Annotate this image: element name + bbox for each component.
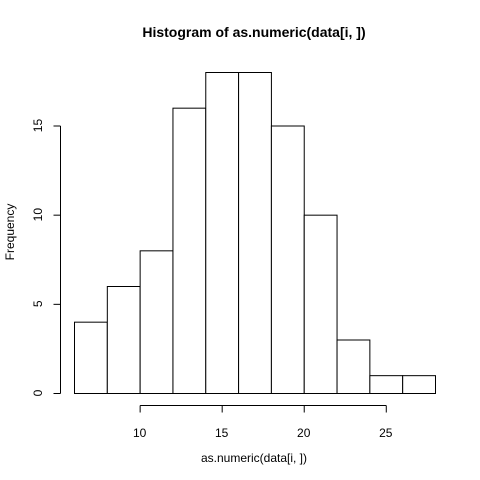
histogram-bar-3 [172,107,207,395]
histogram-bar-1 [106,286,141,394]
x-tick-label-15: 15 [215,426,229,440]
x-tick-label-10: 10 [133,426,147,440]
histogram-bar-8 [336,339,371,394]
bars-group [74,72,437,395]
x-axis: 10 15 20 25 [133,405,393,440]
y-axis: 0 5 10 15 [31,119,61,396]
histogram-bar-9 [369,375,404,394]
x-tick-label-25: 25 [379,426,393,440]
y-axis-label: Frequency [3,204,17,261]
histogram-bar-7 [303,214,338,394]
y-tick-label-10: 10 [31,208,45,222]
histogram-bar-5 [238,72,272,394]
x-axis-label: as.numeric(data[i, ]) [201,451,307,465]
histogram-bar-0 [74,321,108,394]
histogram-bar-6 [270,125,305,394]
histogram-bar-10 [402,375,437,394]
histogram-bar-4 [205,72,240,394]
chart-title: Histogram of as.numeric(data[i, ]) [142,24,365,40]
x-tick-label-20: 20 [297,426,311,440]
y-tick-label-15: 15 [31,119,45,133]
y-tick-label-5: 5 [31,300,45,307]
y-tick-label-0: 0 [31,389,45,396]
histogram-bar-2 [139,250,174,394]
